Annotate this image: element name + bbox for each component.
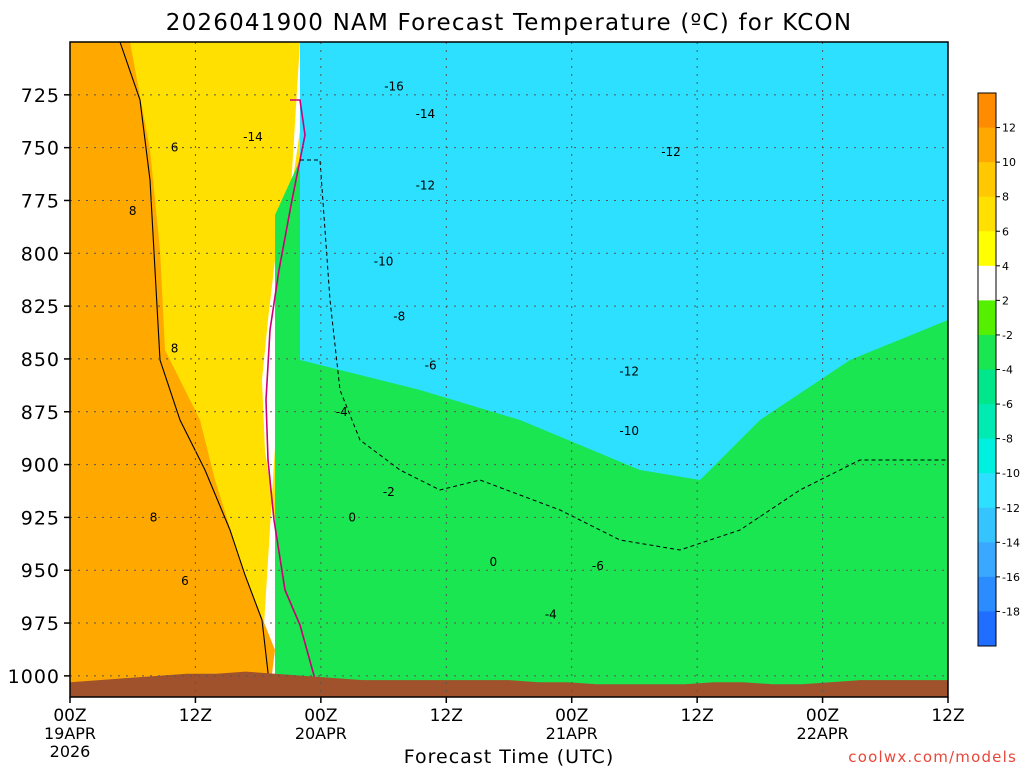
colorbar-tick-label: -4 [1002, 364, 1013, 377]
colorbar-swatch [978, 611, 996, 647]
colorbar-swatch [978, 369, 996, 405]
contour-label: -6 [425, 358, 437, 372]
plot-frame [69, 41, 949, 698]
colorbar-swatch [978, 334, 996, 370]
watermark: coolwx.com/models [848, 748, 1017, 766]
contour-label: -12 [661, 145, 681, 159]
contour-label: -8 [393, 310, 405, 324]
x-tick-label: 12Z [430, 706, 463, 726]
contour-label: -12 [619, 365, 639, 379]
y-tick-label: 1000 [8, 666, 60, 688]
gridlines [70, 42, 948, 697]
y-axis: 725 750 775 800 825 850 875 900 925 950 975 1000 [8, 85, 70, 688]
x-tick-date: 20APR [295, 724, 347, 743]
colorbar-tick-label: 10 [1002, 156, 1016, 169]
colorbar-tick-label: -16 [1002, 571, 1020, 584]
y-tick-label: 875 [21, 402, 60, 424]
colorbar-tick-label: -10 [1002, 467, 1020, 480]
contour-solid-warm [119, 42, 271, 691]
y-tick-label: 975 [21, 613, 60, 635]
x-tick-label: 00Z [304, 706, 337, 726]
colorbar-tick-label: 8 [1002, 191, 1009, 204]
colorbar-tick-label: 2 [1002, 294, 1009, 307]
colorbar-swatch [978, 473, 996, 509]
colorbar-tick-label: -2 [1002, 329, 1013, 342]
y-tick-label: 800 [21, 243, 60, 265]
colorbar-swatch [978, 93, 996, 129]
temperature-field [70, 42, 948, 690]
colorbar-swatch [978, 127, 996, 163]
colorbar-swatch [978, 196, 996, 232]
colorbar-tick-label: -12 [1002, 502, 1020, 515]
x-tick-label: 12Z [931, 706, 964, 726]
contour-label: 8 [171, 341, 179, 355]
band-orange-lower [70, 42, 275, 690]
chart-title: 2026041900 NAM Forecast Temperature (ºC)… [166, 10, 852, 36]
y-tick-label: 950 [21, 560, 60, 582]
x-tick-year: 2026 [50, 742, 91, 761]
contour-label: 0 [348, 510, 356, 524]
x-tick-date: 21APR [546, 724, 598, 743]
x-tick-date: 22APR [797, 724, 849, 743]
colorbar-tick-label: -14 [1002, 536, 1020, 549]
x-tick-label: 12Z [681, 706, 714, 726]
colorbar-tick-label: 6 [1002, 225, 1009, 238]
y-tick-label: 750 [21, 138, 60, 160]
terrain-band [70, 671, 948, 697]
colorbar-swatch [978, 542, 996, 578]
band-green-lower [275, 160, 948, 690]
contour-label: -4 [336, 405, 348, 419]
x-tick-label: 00Z [555, 706, 588, 726]
colorbar-tick-label: 4 [1002, 260, 1009, 273]
contour-label: 0 [490, 555, 498, 569]
contour-label: -6 [592, 559, 604, 573]
contour-label: -16 [384, 79, 404, 93]
colorbar-swatch [978, 576, 996, 612]
contour-lines [119, 42, 948, 691]
colorbar-swatch [978, 265, 996, 301]
contour-zero [265, 99, 319, 691]
contour-label: -10 [619, 424, 639, 438]
contour-label: -10 [374, 255, 394, 269]
y-tick-label: 725 [21, 85, 60, 107]
contour-label: 8 [150, 510, 158, 524]
contour-label: -4 [545, 608, 557, 622]
x-axis-label: Forecast Time (UTC) [404, 746, 614, 768]
contour-label: 6 [181, 574, 189, 588]
y-tick-label: 825 [21, 296, 60, 318]
y-tick-label: 850 [21, 349, 60, 371]
colorbar-tick-label: 12 [1002, 122, 1016, 135]
contour-label: 6 [171, 141, 179, 155]
x-tick-date: 19APR [44, 724, 96, 743]
y-tick-label: 900 [21, 455, 60, 477]
colorbar-swatch [978, 507, 996, 543]
colorbar-swatch [978, 438, 996, 474]
contour-label: -14 [243, 130, 263, 144]
x-tick-label: 12Z [179, 706, 212, 726]
contour-label: 8 [129, 204, 137, 218]
colorbar-swatch [978, 162, 996, 198]
colorbar-tick-label: -8 [1002, 433, 1013, 446]
contour-label: -14 [416, 107, 436, 121]
y-tick-label: 775 [21, 190, 60, 212]
y-tick-label: 925 [21, 507, 60, 529]
contour-labels: -16 -14 -14 -12 -12 -12 -10 -10 -8 -6 -6 -4 -4 -2 0 0 6 6… [129, 79, 681, 621]
colorbar-swatch [978, 231, 996, 267]
terrain [70, 671, 948, 697]
colorbar-swatch [978, 404, 996, 440]
contour-label: -2 [383, 485, 395, 499]
colorbar-tick-label: -6 [1002, 398, 1013, 411]
contour-dashed-cold [300, 159, 948, 551]
x-tick-label: 00Z [806, 706, 839, 726]
x-tick-label: 00Z [53, 706, 86, 726]
colorbar-swatch [978, 300, 996, 336]
colorbar-tick-label: -18 [1002, 605, 1020, 618]
contour-label: -12 [416, 179, 436, 193]
colorbar: 12 10 8 6 4 2 -2 -4 -6 -8 -10 -12 -14 -16 -18 [977, 92, 1020, 647]
